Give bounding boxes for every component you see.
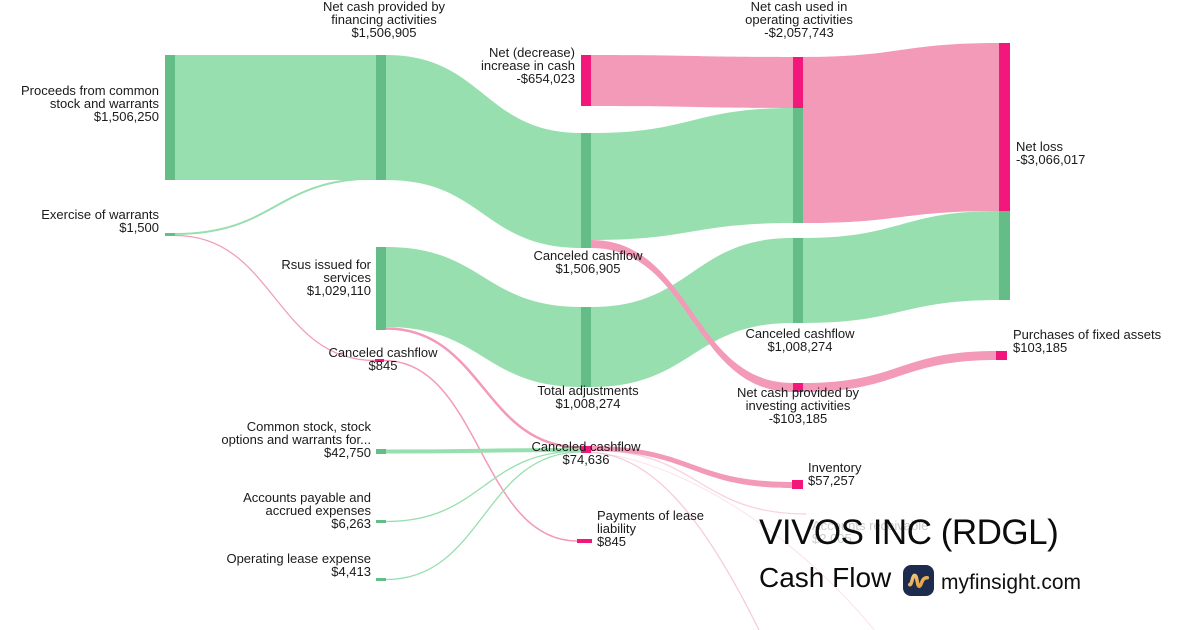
node-net_loss bbox=[999, 211, 1010, 300]
flow-investing_activities-to-purchases_of_fixed_assets bbox=[803, 351, 996, 392]
node-canceled_cashflow_845 bbox=[375, 359, 384, 362]
myfinsight-logo bbox=[903, 565, 934, 596]
flow-canceled_cashflow_74636-to-offscreen_item_2 bbox=[590, 452, 875, 630]
node-accounts_payable bbox=[376, 520, 386, 523]
flow-operating_activities-to-net_loss bbox=[803, 43, 999, 223]
flow-canceled_cashflow_1506905-to-operating_activities bbox=[591, 108, 793, 240]
node-canceled_cashflow_1506905 bbox=[581, 133, 591, 248]
flow-operating_lease_expense-to-canceled_cashflow_74636 bbox=[385, 451, 582, 581]
flow-financing_activities-to-canceled_cashflow_1506905 bbox=[386, 55, 581, 248]
watermark-text: myfinsight.com bbox=[941, 571, 1082, 594]
node-inventory bbox=[792, 480, 803, 489]
node-purchases_of_fixed_assets bbox=[996, 351, 1007, 360]
node-common_stock_options bbox=[376, 449, 386, 454]
node-exercise_of_warrants bbox=[165, 233, 175, 236]
node-operating_activities bbox=[793, 57, 803, 108]
flow-canceled_cashflow_74636-to-inventory bbox=[591, 446, 792, 488]
node-net_decrease_in_cash bbox=[581, 55, 591, 106]
node-canceled_cashflow_1008274 bbox=[793, 238, 803, 323]
statement-type-label: Cash Flow bbox=[759, 562, 892, 593]
node-total_adjustments bbox=[581, 307, 591, 387]
node-operating_lease_expense bbox=[376, 578, 386, 581]
flow-rsus_issued-to-total_adjustments bbox=[386, 247, 581, 387]
node-payments_of_lease_liability bbox=[577, 539, 592, 543]
flow-proceeds_common_stock-to-financing_activities bbox=[175, 55, 376, 180]
pulse-icon bbox=[907, 573, 930, 589]
node-net_loss bbox=[999, 43, 1010, 211]
flow-exercise_of_warrants-to-financing_activities bbox=[174, 177, 377, 235]
node-canceled_cashflow_74636 bbox=[581, 446, 591, 453]
flow-net_decrease_in_cash-to-operating_activities bbox=[591, 55, 793, 108]
node-financing_activities bbox=[376, 55, 386, 180]
node-proceeds_common_stock bbox=[165, 55, 175, 180]
flow-accounts_payable-to-canceled_cashflow_74636 bbox=[385, 450, 582, 523]
flow-canceled_cashflow_74636-to-accounts_receivable bbox=[590, 449, 807, 515]
node-operating_activities bbox=[793, 108, 803, 223]
flow-canceled_cashflow_74636-to-offscreen_item_1 bbox=[590, 451, 760, 630]
company-title: VIVOS INC (RDGL) bbox=[759, 513, 1059, 552]
flow-common_stock_options-to-canceled_cashflow_74636 bbox=[384, 448, 583, 454]
flow-canceled_cashflow_1008274-to-net_loss bbox=[803, 211, 999, 323]
flow-canceled_cashflow_1506905-to-investing_activities bbox=[591, 240, 793, 392]
flow-exercise_of_warrants-to-canceled_cashflow_845 bbox=[174, 234, 376, 362]
flow-rsus_issued-to-canceled_cashflow_74636 bbox=[384, 327, 583, 449]
node-investing_activities bbox=[793, 383, 803, 392]
node-rsus_issued bbox=[376, 247, 386, 330]
